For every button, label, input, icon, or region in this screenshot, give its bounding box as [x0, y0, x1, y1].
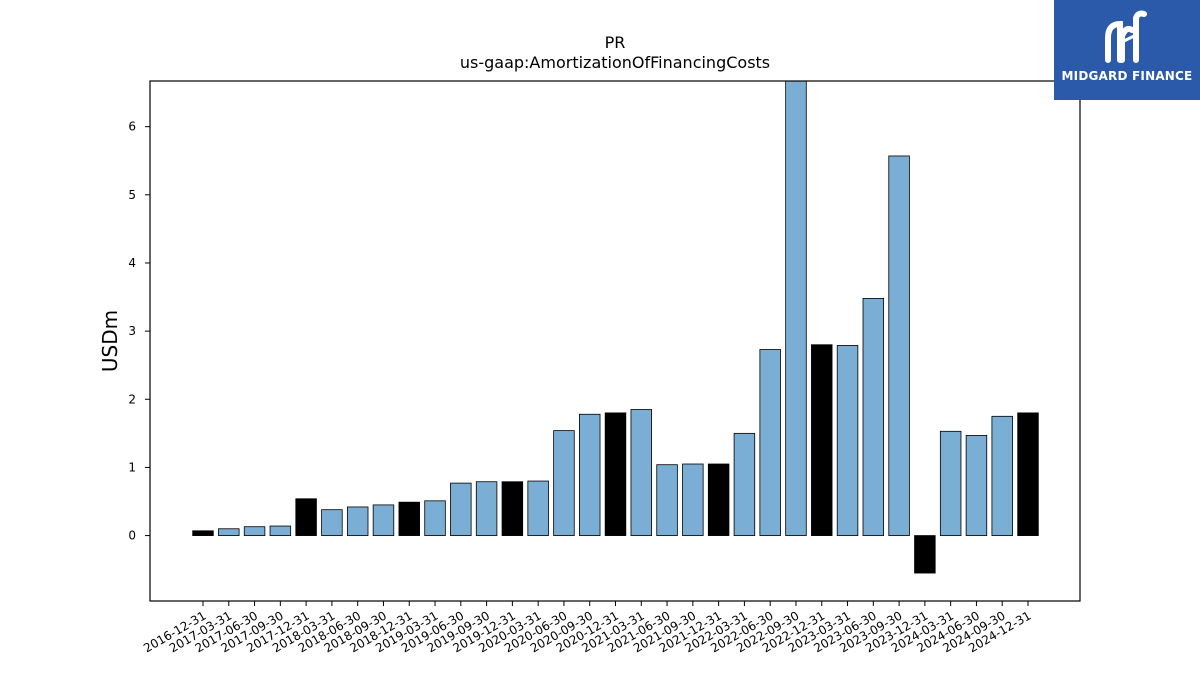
- bar-2020-03-31: [527, 480, 549, 536]
- midgard-logo-icon: [1105, 10, 1147, 63]
- bar-2024-12-31: [1017, 412, 1039, 536]
- bar-2023-12-31: [914, 535, 936, 574]
- y-axis-label: USDm: [98, 310, 122, 372]
- y-tick-label: 1: [128, 460, 136, 474]
- logo-text: MIDGARD FINANCE: [1061, 69, 1193, 83]
- bar-2017-06-30: [243, 526, 266, 536]
- bar-2017-03-31: [218, 528, 240, 536]
- y-axis-ticks: 0 1 2 3 4 5 6: [128, 120, 150, 543]
- bar-2023-03-31: [836, 345, 859, 536]
- y-tick-label: 0: [128, 529, 136, 543]
- chart-subtitle: us-gaap:AmortizationOfFinancingCosts: [460, 53, 770, 72]
- bar-2018-09-30: [372, 504, 395, 536]
- bar-2023-09-30: [888, 155, 910, 536]
- bar-2022-06-30: [759, 349, 781, 536]
- bar-2016-12-31: [192, 530, 214, 536]
- bar-2019-12-31: [501, 481, 524, 536]
- chart-title: PR: [605, 33, 626, 52]
- bar-2018-12-31: [398, 501, 420, 536]
- x-axis-ticks: 2016-12-312017-03-312017-06-302017-09-30…: [141, 601, 1034, 655]
- bar-2024-03-31: [939, 430, 962, 536]
- bar-2023-06-30: [862, 297, 885, 536]
- y-tick-label: 6: [128, 120, 136, 134]
- bars: [192, 80, 1039, 574]
- bar-2024-09-30: [991, 415, 1013, 536]
- bar-2018-06-30: [346, 506, 369, 536]
- bar-2017-09-30: [269, 525, 292, 536]
- bar-2019-09-30: [475, 481, 498, 536]
- bar-2021-09-30: [682, 463, 704, 536]
- bar-2022-03-31: [733, 432, 756, 536]
- y-tick-label: 3: [128, 324, 136, 338]
- bar-2021-06-30: [656, 464, 678, 536]
- bar-2018-03-31: [321, 509, 343, 536]
- bar-2021-03-31: [630, 409, 652, 536]
- bar-2019-06-30: [450, 482, 472, 536]
- bar-2020-09-30: [579, 413, 601, 536]
- bar-2017-12-31: [295, 498, 317, 536]
- y-tick-label: 2: [128, 392, 136, 406]
- bar-2020-12-31: [604, 412, 627, 536]
- bar-2019-03-31: [424, 500, 446, 536]
- bar-2022-12-31: [811, 344, 833, 536]
- bar-2022-09-30: [785, 80, 807, 536]
- bar-2020-06-30: [553, 430, 575, 536]
- midgard-finance-logo: MIDGARD FINANCE: [1054, 0, 1200, 100]
- y-tick-label: 4: [128, 256, 136, 270]
- bar-2024-06-30: [965, 434, 988, 536]
- plot-frame: [149, 80, 1081, 602]
- bar-2021-12-31: [707, 463, 730, 536]
- y-tick-label: 5: [128, 188, 136, 202]
